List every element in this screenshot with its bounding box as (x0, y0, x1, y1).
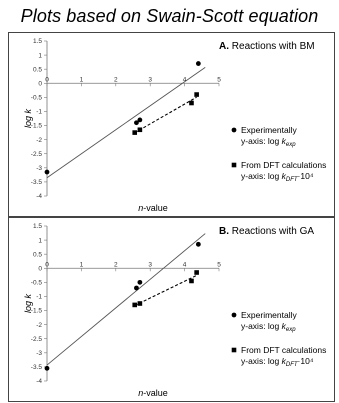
y-tick-label: 0 (38, 80, 42, 87)
x-axis-label: n-value (138, 388, 168, 398)
y-tick-label: -1.5 (31, 123, 43, 130)
data-point-dft (132, 130, 138, 135)
data-point-experimental (134, 285, 139, 291)
data-point-dft (194, 92, 199, 97)
chart-b-svg: 1.510.50-0.5-1-1.5-2-2.5-3-3.5-40 1 2 3 4 5lo… (23, 223, 326, 398)
x-tick-label: 2 (114, 76, 118, 83)
data-point-dft (132, 302, 138, 308)
x-tick-label: 1 (80, 261, 84, 268)
y-tick-label: -3.5 (31, 179, 43, 186)
y-tick-label: 1.5 (33, 223, 42, 230)
panel-title-text: Reactions with GA (232, 226, 315, 237)
legend-label: Experimentally (241, 310, 297, 320)
data-point-dft (137, 127, 143, 133)
x-tick-label: 0 (45, 76, 49, 83)
y-tick-label: -3.5 (31, 364, 43, 371)
y-tick-label: 1 (38, 52, 42, 59)
chart-panel-a: 1.5 1 0.5 0 -0.5 -1 -1.5 -2 -2.5 -3 -3.5 -4 0 1 2 3 4 5 lo… (8, 32, 335, 217)
x-tick-label: 5 (217, 261, 221, 268)
y-tick-label: 1.5 (33, 38, 42, 45)
data-point-dft (189, 278, 194, 284)
y-axis-label: log k (23, 293, 33, 313)
legend-label: Experimentally (241, 125, 297, 135)
data-point-experimental (195, 241, 201, 247)
data-point-experimental (134, 120, 139, 126)
x-tick-label: 3 (148, 76, 152, 83)
trendline-experimental (46, 66, 206, 179)
page-title: Plots based on Swain-Scott equation (20, 6, 319, 26)
y-axis-label: log k (23, 108, 33, 128)
data-point-dft (194, 270, 199, 275)
panel-title: B. Reactions with GA (219, 226, 314, 237)
legend-marker-dft (231, 347, 237, 353)
panel-title: A. Reactions with BM (219, 41, 315, 52)
y-tick-label: 1 (38, 237, 42, 244)
legend-marker-experimental (231, 312, 237, 318)
data-point-experimental (195, 61, 201, 66)
x-tick-label: 1 (80, 76, 84, 83)
data-point-experimental (137, 117, 143, 123)
x-tick-label: 4 (183, 261, 187, 268)
legend-marker-dft (231, 162, 237, 168)
legend-label: From DFT calculations (241, 160, 326, 170)
chart-panel-b: 1.5 1 0.5 0 -0.5 -1 -1.5 -2 -2.5 -3 -3.5 -4 0 1 2 3 4 5 lo… (8, 217, 335, 402)
y-tick-label: 0.5 (33, 66, 42, 73)
panel-label: B. (219, 226, 232, 237)
y-tick-label: -3 (36, 350, 42, 357)
y-tick-label: -4 (36, 193, 42, 200)
y-tick-label: -4 (36, 378, 42, 385)
panel-label: A. (219, 41, 232, 52)
y-tick-label: -2.5 (31, 336, 43, 343)
data-point-dft (189, 100, 194, 106)
trendline-experimental (46, 233, 206, 366)
data-point-experimental (44, 365, 50, 371)
y-tick-label: 0.5 (33, 251, 42, 258)
panel-title-text: Reactions with BM (232, 41, 315, 52)
trendline-dft (134, 274, 197, 307)
x-tick-label: 2 (114, 261, 118, 268)
y-tick-label: -3 (36, 165, 42, 172)
y-tick-label: -0.5 (31, 280, 43, 287)
legend-marker-experimental (231, 127, 237, 133)
y-tick-label: -2 (36, 137, 42, 144)
x-tick-label: 3 (148, 261, 152, 268)
y-tick-label: -0.5 (31, 95, 43, 102)
y-tick-label: -2 (36, 322, 42, 329)
x-tick-label: 0 (45, 261, 49, 268)
y-tick-label: -1 (36, 109, 42, 116)
y-tick-label: -2.5 (31, 151, 43, 158)
x-tick-label: 5 (217, 76, 221, 83)
legend-axis-text: y-axis: log kDFT·10⁴ (241, 171, 314, 183)
legend-label: From DFT calculations (241, 345, 326, 355)
chart-a-svg: 1.510.50-0.5-1-1.5-2-2.5-3-3.5-40 1 2 3 4 5lo… (23, 38, 326, 213)
y-tick-label: -1 (36, 294, 42, 301)
data-point-experimental (44, 169, 50, 175)
x-axis-label: n-value (138, 203, 168, 213)
data-point-experimental (137, 279, 143, 285)
data-point-dft (137, 301, 143, 306)
trendline-dft (134, 96, 197, 134)
y-tick-label: -1.5 (31, 308, 43, 315)
x-tick-label: 4 (183, 76, 187, 83)
legend-axis-text: y-axis: log kexp (241, 321, 296, 333)
legend-axis-text: y-axis: log kexp (241, 136, 296, 148)
y-tick-label: 0 (38, 265, 42, 272)
legend-axis-text: y-axis: log kDFT·10⁴ (241, 356, 314, 368)
